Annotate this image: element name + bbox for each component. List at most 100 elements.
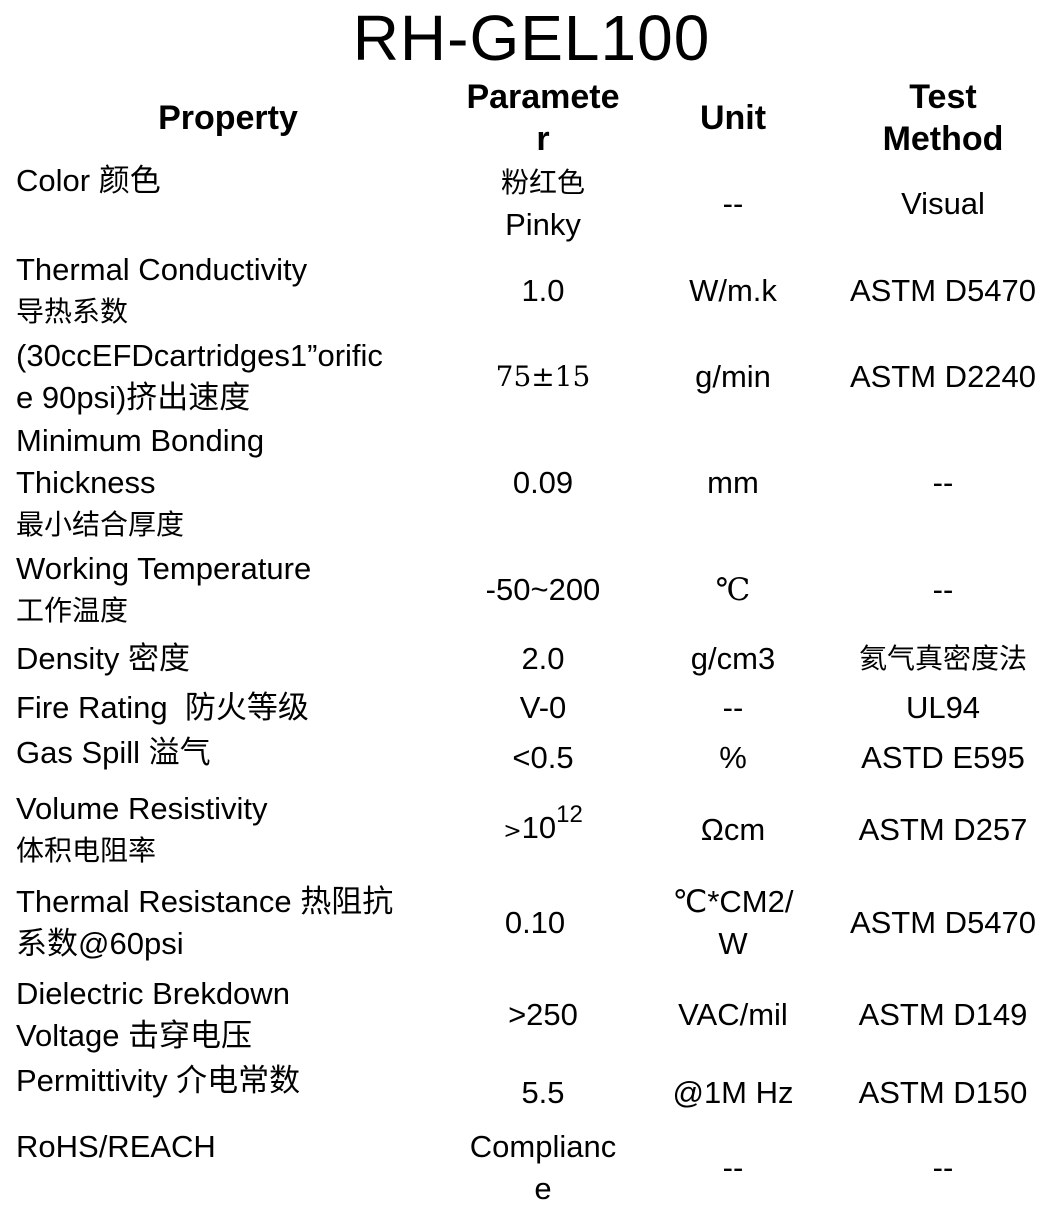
property-cell: Working Temperature 工作温度 (8, 546, 448, 634)
property-line: (30ccEFDcartridges1”orific (16, 338, 383, 373)
table-row: Minimum Bonding Thickness 最小结合厚度 0.09 mm… (8, 420, 1058, 546)
header-test-method: Test Method (828, 76, 1058, 160)
method-cell: -- (932, 572, 954, 607)
parameter-cell: 5.5 (521, 1075, 565, 1110)
property-line: Volume Resistivity (16, 791, 268, 826)
property-cell: (30ccEFDcartridges1”orific e 90psi)挤出速度 (8, 334, 448, 420)
unit-cell: mm (707, 465, 759, 500)
parameter-cell: >250 (508, 997, 578, 1032)
property-line: 体积电阻率 (16, 834, 157, 867)
method-cell: ASTM D5470 (849, 273, 1037, 308)
properties-table: Property Paramete r Unit Test Method Col… (8, 76, 1058, 1210)
property-line: 工作温度 (16, 594, 129, 627)
unit-cell: g/min (695, 359, 771, 394)
table-row: Density 密度 2.0 g/cm3 氦气真密度法 (8, 634, 1058, 684)
document-title: RH-GEL100 (352, 2, 711, 74)
table-row: Color 颜色 粉红色 Pinky -- Visual (8, 160, 1058, 248)
property-line: 导热系数 (16, 295, 129, 328)
property-cell: Thermal Resistance 热阻抗 系数@60psi (8, 876, 448, 970)
property-cell: Dielectric Brekdown Voltage 击穿电压 (8, 970, 448, 1060)
parameter-cell: V-0 (519, 690, 567, 725)
method-cell: Visual (901, 186, 985, 221)
table-row: Permittivity 介电常数 5.5 @1M Hz ASTM D150 (8, 1060, 1058, 1126)
unit-cell: ℃*CM2/ W (638, 876, 828, 970)
parameter-cell: 1.0 (521, 273, 565, 308)
property-line: Thickness (16, 465, 156, 500)
unit-cell: W/m.k (689, 273, 777, 308)
property-cell: Permittivity 介电常数 (16, 1063, 301, 1098)
method-cell: -- (932, 1150, 954, 1185)
method-cell: ASTM D149 (858, 997, 1028, 1032)
property-line: 系数@60psi (16, 926, 184, 961)
table-row: Working Temperature 工作温度 -50~200 ℃ -- (8, 546, 1058, 634)
property-cell: Volume Resistivity 体积电阻率 (8, 784, 448, 876)
header-test-method-line: Test (909, 78, 977, 116)
unit-cell: -- (722, 690, 744, 725)
parameter-cell: Complianc e (448, 1126, 638, 1210)
unit-cell: VAC/mil (678, 997, 788, 1032)
table-row: RoHS/REACH Complianc e -- -- (8, 1126, 1058, 1210)
unit-cell: -- (722, 186, 744, 221)
property-line: Minimum Bonding (16, 423, 265, 458)
parameter-cell: 粉红色 Pinky (448, 160, 638, 248)
unit-cell: g/cm3 (690, 641, 776, 676)
parameter-cell: <0.5 (512, 740, 574, 775)
property-cell: Density 密度 (16, 641, 190, 676)
table-row: Dielectric Brekdown Voltage 击穿电压 >250 VA… (8, 970, 1058, 1060)
property-cell: RoHS/REACH (16, 1129, 216, 1164)
parameter-cell: >1012 (448, 784, 638, 876)
parameter-line: 粉红色 (500, 166, 585, 199)
unit-cell: @1M Hz (672, 1075, 794, 1110)
header-parameter: Paramete r (448, 76, 638, 160)
header-parameter-line: r (536, 120, 550, 158)
unit-cell: % (719, 740, 747, 775)
header-property: Property (158, 99, 298, 137)
parameter-cell: 75±15 (495, 360, 591, 393)
table-row: Thermal Resistance 热阻抗 系数@60psi 0.10 ℃*C… (8, 876, 1058, 970)
header-row: Property Paramete r Unit Test Method (8, 76, 1058, 160)
method-cell: UL94 (905, 690, 981, 725)
property-line: Voltage 击穿电压 (16, 1018, 253, 1053)
property-line: Thermal Conductivity (16, 252, 308, 287)
unit-cell: ℃ (715, 572, 751, 608)
parameter-base: 10 (521, 810, 557, 845)
unit-line: ℃*CM2/ (672, 884, 794, 919)
table-row: Fire Rating 防火等级 V-0 -- UL94 (8, 684, 1058, 732)
unit-line: W (718, 926, 748, 961)
property-cell: Thermal Conductivity 导热系数 (8, 248, 448, 334)
parameter-line: Complianc (469, 1129, 617, 1164)
property-line: Thermal Resistance 热阻抗 (16, 884, 394, 919)
table-row: Volume Resistivity 体积电阻率 >1012 Ωcm ASTM … (8, 784, 1058, 876)
parameter-cell: -50~200 (485, 572, 601, 607)
property-line: 最小结合厚度 (16, 508, 185, 541)
table-row: Gas Spill 溢气 <0.5 % ASTD E595 (8, 732, 1058, 784)
table-row: Thermal Conductivity 导热系数 1.0 W/m.k ASTM… (8, 248, 1058, 334)
property-cell: Minimum Bonding Thickness 最小结合厚度 (8, 420, 448, 546)
header-parameter-line: Paramete (466, 78, 620, 116)
unit-cell: Ωcm (700, 812, 766, 847)
parameter-cell: 0.09 (512, 465, 574, 500)
property-line: e 90psi)挤出速度 (16, 380, 251, 415)
method-cell: ASTM D5470 (849, 905, 1037, 940)
method-cell: ASTM D150 (858, 1075, 1028, 1110)
parameter-cell: 2.0 (521, 641, 565, 676)
header-unit: Unit (699, 99, 767, 137)
property-cell: Color 颜色 (8, 160, 448, 248)
parameter-line: Pinky (505, 207, 581, 242)
property-cell: Gas Spill 溢气 (16, 735, 211, 770)
method-cell: ASTM D257 (858, 812, 1028, 847)
parameter-prefix: > (503, 819, 522, 844)
method-cell: 氦气真密度法 (858, 642, 1027, 675)
unit-cell: -- (722, 1150, 744, 1185)
header-test-method-line: Method (882, 120, 1004, 158)
property-line: Color 颜色 (16, 163, 161, 198)
parameter-cell: 0.10 (504, 905, 566, 940)
parameter-exponent: 12 (556, 801, 583, 828)
property-cell: Fire Rating 防火等级 (16, 690, 309, 725)
property-line: Working Temperature (16, 551, 312, 586)
method-cell: ASTM D2240 (849, 359, 1037, 394)
parameter-line: e (534, 1171, 552, 1206)
method-cell: ASTD E595 (861, 740, 1025, 775)
table-row: (30ccEFDcartridges1”orific e 90psi)挤出速度 … (8, 334, 1058, 420)
property-line: Dielectric Brekdown (16, 976, 290, 1011)
